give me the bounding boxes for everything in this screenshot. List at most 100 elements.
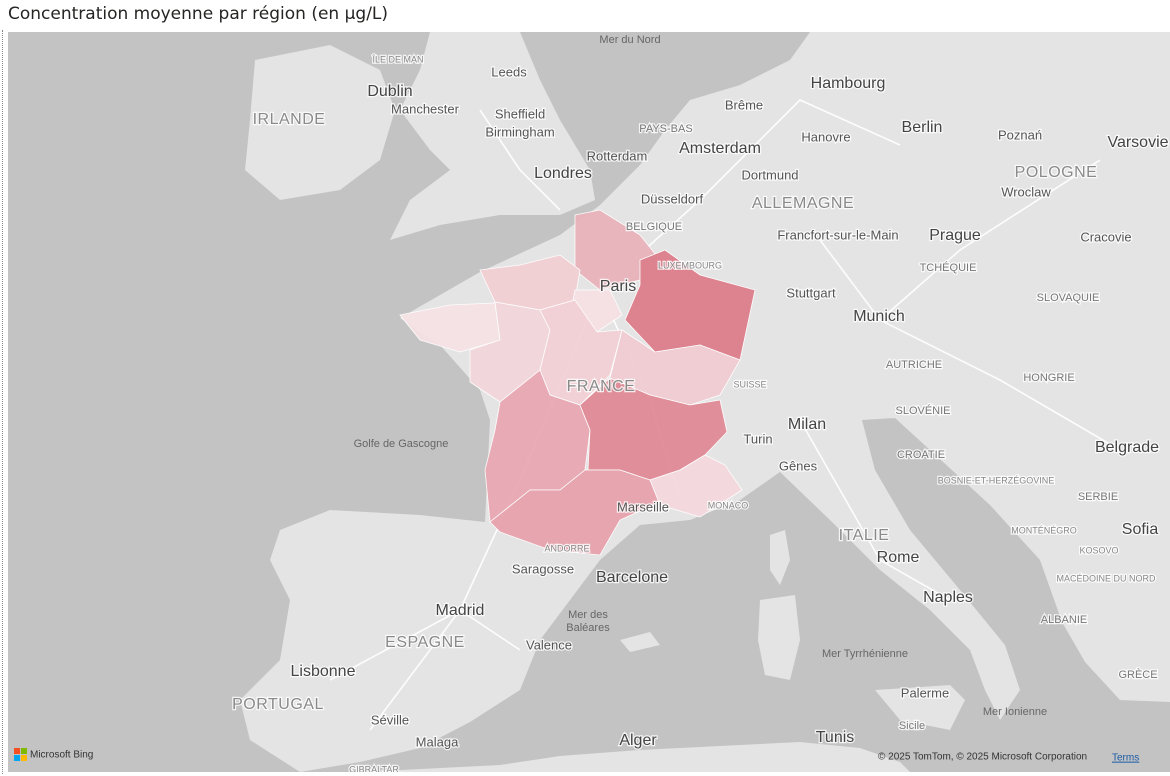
map-label: Hambourg <box>811 75 886 92</box>
map-label: Hanovre <box>801 129 850 144</box>
map-label: AUTRICHE <box>886 359 942 371</box>
great-britain <box>390 32 595 240</box>
map-label: Mer du Nord <box>599 34 660 46</box>
logo-square <box>21 748 27 754</box>
africa <box>360 742 910 772</box>
land <box>240 32 1170 772</box>
map-label: FRANCE <box>567 378 636 395</box>
map-label: Golfe de Gascogne <box>354 438 449 450</box>
map-label: Baléares <box>566 622 610 634</box>
sicily <box>875 685 965 730</box>
map: Mer du Nord ÎLE DE MAN Leeds DublinManchest… <box>8 32 1170 772</box>
copyright: © 2025 TomTom, © 2025 Microsoft Corporat… <box>878 752 1087 763</box>
map-label: Londres <box>534 165 592 182</box>
map-label: Düsseldorf <box>641 191 704 206</box>
map-label: ALBANIE <box>1041 614 1087 626</box>
map-label: Berlin <box>902 119 943 136</box>
visual-title: Concentration moyenne par région (en µg/… <box>8 4 389 24</box>
provider: Microsoft Bing <box>30 750 93 761</box>
map-label: Stuttgart <box>786 285 836 300</box>
map-label: Manchester <box>391 101 460 116</box>
map-label: Prague <box>929 227 981 244</box>
map-label: Sheffield <box>495 106 545 121</box>
map-label: Barcelone <box>596 569 668 586</box>
map-label: Mer des <box>568 609 608 621</box>
map-label: SLOVÉNIE <box>895 404 950 417</box>
map-label: Munich <box>853 308 905 325</box>
map-label: ANDORRE <box>544 543 589 553</box>
map-label: PAYS-BAS <box>639 123 692 135</box>
map-label: BOSNIE-ET-HERZÉGOVINE <box>938 475 1055 485</box>
map-label: SUISSE <box>733 379 766 389</box>
mainland <box>240 32 1170 772</box>
map-label: Naples <box>923 589 973 606</box>
map-label: HONGRIE <box>1023 372 1074 384</box>
ireland <box>245 45 395 200</box>
map-label: Saragosse <box>512 561 574 576</box>
map-label: CROATIE <box>897 449 945 461</box>
region <box>649 454 743 518</box>
map-label: Belgrade <box>1095 439 1159 456</box>
map-label: PORTUGAL <box>232 696 324 713</box>
map-label: Sofia <box>1122 521 1159 538</box>
map-label: Wroclaw <box>1001 184 1051 199</box>
bing-logo <box>14 748 27 761</box>
map-label: Leeds <box>491 64 527 79</box>
terms-link[interactable]: Terms <box>1112 753 1139 764</box>
map-label: Birmingham <box>485 124 554 139</box>
map-label: Sicile <box>899 720 925 732</box>
map-label: SERBIE <box>1078 491 1118 503</box>
logo-square <box>14 755 20 761</box>
map-label: Mer Ionienne <box>983 706 1047 718</box>
map-label: KOSOVO <box>1079 545 1118 555</box>
labels: Mer du Nord ÎLE DE MAN Leeds DublinManchest… <box>231 34 1170 772</box>
map-label: Brême <box>725 97 763 112</box>
map-label: Amsterdam <box>679 140 761 157</box>
baleares <box>620 632 660 652</box>
map-label: Madrid <box>436 602 485 619</box>
map-label: MONTÉNÉGRO <box>1011 525 1077 535</box>
sardinia <box>758 595 800 680</box>
map-label: Malaga <box>416 734 459 749</box>
map-label: GRÈCE <box>1118 668 1157 681</box>
map-label: Lisbonne <box>291 663 356 680</box>
map-label: Alger <box>619 732 657 749</box>
map-label: MONACO <box>708 500 749 510</box>
map-label: Rotterdam <box>587 148 648 163</box>
map-label: Varsovie <box>1107 134 1168 151</box>
map-label: Tunis <box>816 729 855 746</box>
map-label: Poznań <box>998 127 1042 142</box>
map-label: GIBRALTAR <box>349 764 399 772</box>
map-label: IRLANDE <box>253 111 326 128</box>
map-label: MACÉDOINE DU NORD <box>1056 573 1156 583</box>
mediterranean <box>300 418 1170 772</box>
map-label: Valence <box>526 637 572 652</box>
map-label: Mer Tyrrhénienne <box>822 648 908 660</box>
regions <box>399 209 756 556</box>
map-label: Dublin <box>367 83 412 100</box>
map-label: Séville <box>371 712 409 727</box>
map-label: Marseille <box>617 499 669 514</box>
map-label: ESPAGNE <box>385 634 465 651</box>
map-label: ALLEMAGNE <box>752 195 854 212</box>
map-label: ITALIE <box>839 527 890 544</box>
map-label: ÎLE DE MAN <box>371 54 423 64</box>
map-label: Dortmund <box>741 167 798 182</box>
region <box>539 299 623 406</box>
map-label: Gênes <box>779 458 818 473</box>
map-label: POLOGNE <box>1015 164 1098 181</box>
map-label: Milan <box>788 416 826 433</box>
map-label: Francfort-sur-le-Main <box>777 227 898 242</box>
map-label: LUXEMBOURG <box>658 260 722 270</box>
logo-square <box>21 755 27 761</box>
corsica <box>770 530 790 585</box>
map-label: Turin <box>743 431 772 446</box>
map-label: Palerme <box>901 685 949 700</box>
map-label: BELGIQUE <box>626 221 682 233</box>
islands <box>360 530 965 772</box>
map-label: TCHÉQUIE <box>920 261 977 274</box>
map-label: Paris <box>600 278 636 295</box>
logo-square <box>14 748 20 754</box>
map-label: SLOVAQUIE <box>1037 292 1100 304</box>
